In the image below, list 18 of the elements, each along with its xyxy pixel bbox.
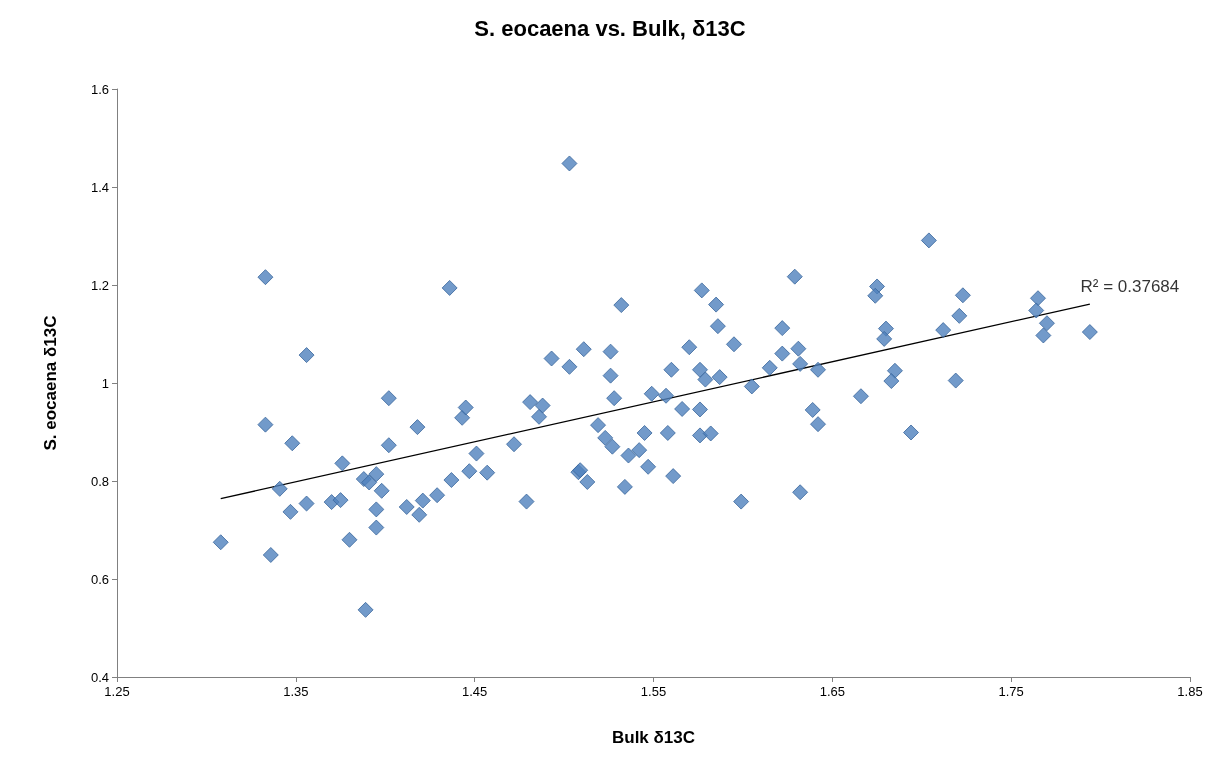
y-tick-label: 0.4 [90,669,109,685]
y-tick-label: 1.6 [90,81,109,97]
y-axis-title: S. eocaena δ13C [41,315,60,451]
annotation: R² = 0.37684 [1080,277,1180,297]
x-tick-label: 1.75 [998,684,1024,699]
y-tick-label: 0.8 [90,473,109,489]
y-tick-label: 1.4 [90,179,109,195]
x-axis-title: Bulk δ13C [611,728,696,747]
x-tick-label: 1.35 [283,684,309,699]
x-tick-label: 1.65 [819,684,845,699]
y-tick-label: 1 [101,375,109,391]
y-tick-label: 1.2 [90,277,109,293]
x-tick-label: 1.85 [1177,684,1203,699]
x-tick-label: 1.55 [640,684,667,699]
x-tick-label: 1.25 [104,684,130,699]
chart-title: S. eocaena vs. Bulk, δ13C [474,15,746,41]
y-tick-label: 0.6 [90,571,109,587]
x-tick-label: 1.45 [462,684,488,699]
